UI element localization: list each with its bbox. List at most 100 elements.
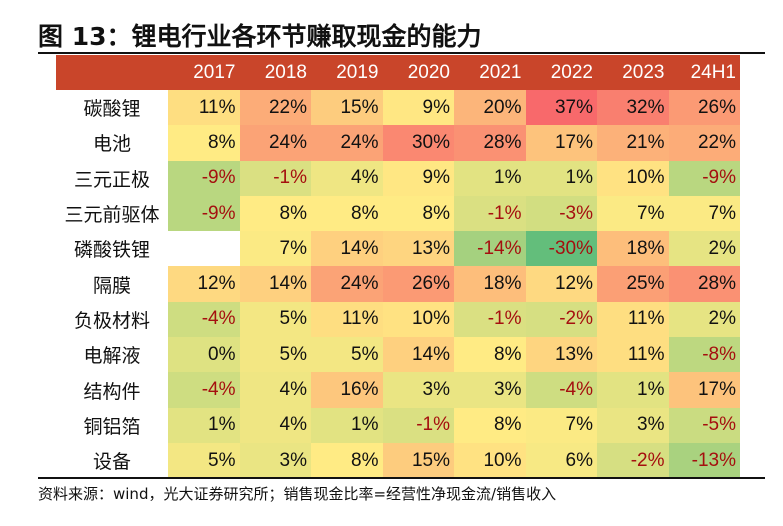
table-row: 铜铝箔 1% 4% 1% -1% 8% 7% 3% -5% <box>56 407 740 443</box>
heatmap-cell: -1% <box>454 195 526 232</box>
heatmap-cell: 3% <box>382 372 454 408</box>
heatmap-cell: 26% <box>668 90 740 126</box>
column-header: 24H1 <box>668 55 740 90</box>
table-row: 碳酸锂 11% 22% 15% 9% 20% 37% 32% 26% <box>56 90 740 126</box>
heatmap-cell: 11% <box>311 301 383 338</box>
heatmap-cell: -13% <box>668 442 740 479</box>
heatmap-cell: 8% <box>382 195 454 232</box>
heatmap-cell: 13% <box>525 337 597 373</box>
table-row: 结构件 -4% 4% 16% 3% 3% -4% 1% 17% <box>56 372 740 408</box>
heatmap-cell: 24% <box>311 266 383 302</box>
heatmap-cell: 11% <box>597 301 669 338</box>
column-header: 2017 <box>168 55 240 90</box>
heatmap-cell: 3% <box>597 407 669 443</box>
heatmap-cell: -30% <box>525 231 597 267</box>
heatmap-cell: 28% <box>668 266 740 302</box>
heatmap-cell: 30% <box>382 125 454 161</box>
heatmap-cell: 2% <box>668 301 740 338</box>
heatmap-cell: 14% <box>382 337 454 373</box>
heatmap-cell: 18% <box>454 266 526 302</box>
heatmap-cell: 4% <box>239 372 311 408</box>
heatmap-cell: 25% <box>597 266 669 302</box>
figure-title: 图 13：锂电行业各环节赚取现金的能力 <box>38 22 482 51</box>
column-header: 2022 <box>525 55 597 90</box>
heatmap-cell: 7% <box>668 195 740 232</box>
column-header: 2018 <box>239 55 311 90</box>
row-label: 电解液 <box>56 337 168 373</box>
row-label: 设备 <box>56 442 168 479</box>
row-label: 三元正极 <box>56 160 168 196</box>
heatmap-cell: 26% <box>382 266 454 302</box>
heatmap-cell: 1% <box>168 407 240 443</box>
heatmap-cell: 1% <box>311 407 383 443</box>
heatmap-cell: -2% <box>597 442 669 479</box>
heatmap-cell: 15% <box>382 442 454 479</box>
column-header: 2021 <box>454 55 526 90</box>
row-label: 隔膜 <box>56 266 168 302</box>
heatmap-cell: 10% <box>597 160 669 196</box>
heatmap-cell: 15% <box>311 90 383 126</box>
heatmap-cell: 16% <box>311 372 383 408</box>
heatmap-cell: -2% <box>525 301 597 338</box>
table-row: 三元前驱体 -9% 8% 8% 8% -1% -3% 7% 7% <box>56 195 740 232</box>
table-row: 隔膜 12% 14% 24% 26% 18% 12% 25% 28% <box>56 266 740 302</box>
heatmap-cell: -9% <box>668 160 740 196</box>
heatmap-cell: 13% <box>382 231 454 267</box>
heatmap-cell: 1% <box>525 160 597 196</box>
heatmap-cell: 3% <box>454 372 526 408</box>
heatmap-cell: 5% <box>168 442 240 479</box>
heatmap-cell: 5% <box>239 337 311 373</box>
heatmap-cell: 1% <box>454 160 526 196</box>
row-label: 铜铝箔 <box>56 407 168 443</box>
heatmap-cell: 20% <box>454 90 526 126</box>
table-row: 负极材料 -4% 5% 11% 10% -1% -2% 11% 2% <box>56 301 740 338</box>
heatmap-cell: 37% <box>525 90 597 126</box>
column-header: 2023 <box>597 55 669 90</box>
heatmap-cell: 8% <box>454 407 526 443</box>
heatmap-cell: 7% <box>239 231 311 267</box>
heatmap-cell: -1% <box>239 160 311 196</box>
heatmap-cell: -4% <box>168 301 240 338</box>
column-header: 2019 <box>311 55 383 90</box>
heatmap-cell: -8% <box>668 337 740 373</box>
heatmap-cell: 17% <box>668 372 740 408</box>
heatmap-cell: 4% <box>239 407 311 443</box>
heatmap-cell: 8% <box>168 125 240 161</box>
top-rule <box>38 52 765 54</box>
heatmap-cell: 11% <box>168 90 240 126</box>
heatmap-cell: -4% <box>525 372 597 408</box>
heatmap-cell: 1% <box>597 372 669 408</box>
heatmap-table: 2017 2018 2019 2020 2021 2022 2023 24H1 碳酸锂 11% 2… <box>56 55 740 479</box>
header-corner <box>56 55 168 90</box>
heatmap-cell: 10% <box>382 301 454 338</box>
table-row: 磷酸铁锂 7% 14% 13% -14% -30% 18% 2% <box>56 231 740 267</box>
heatmap-cell: 11% <box>597 337 669 373</box>
heatmap-cell: 22% <box>239 90 311 126</box>
heatmap-cell: 5% <box>239 301 311 338</box>
column-header: 2020 <box>382 55 454 90</box>
heatmap-cell: 7% <box>597 195 669 232</box>
heatmap-cell: 5% <box>311 337 383 373</box>
heatmap-cell: 22% <box>668 125 740 161</box>
table-row: 电池 8% 24% 24% 30% 28% 17% 21% 22% <box>56 125 740 161</box>
table-row: 三元正极 -9% -1% 4% 9% 1% 1% 10% -9% <box>56 160 740 196</box>
heatmap-cell: 2% <box>668 231 740 267</box>
heatmap-cell: 12% <box>168 266 240 302</box>
heatmap-cell: 9% <box>382 90 454 126</box>
row-label: 磷酸铁锂 <box>56 231 168 267</box>
heatmap-cell: -1% <box>454 301 526 338</box>
heatmap-cell: -1% <box>382 407 454 443</box>
heatmap-cell: 12% <box>525 266 597 302</box>
heatmap-cell: 21% <box>597 125 669 161</box>
heatmap-cell: 0% <box>168 337 240 373</box>
heatmap-cell: 8% <box>311 195 383 232</box>
heatmap-cell: -9% <box>168 195 240 232</box>
row-label: 电池 <box>56 125 168 161</box>
heatmap-cell: -4% <box>168 372 240 408</box>
row-label: 负极材料 <box>56 301 168 338</box>
table-row: 电解液 0% 5% 5% 14% 8% 13% 11% -8% <box>56 337 740 373</box>
heatmap-cell <box>168 231 240 267</box>
heatmap-cell: 3% <box>239 442 311 479</box>
heatmap-cell: 8% <box>454 337 526 373</box>
heatmap-cell: 6% <box>525 442 597 479</box>
